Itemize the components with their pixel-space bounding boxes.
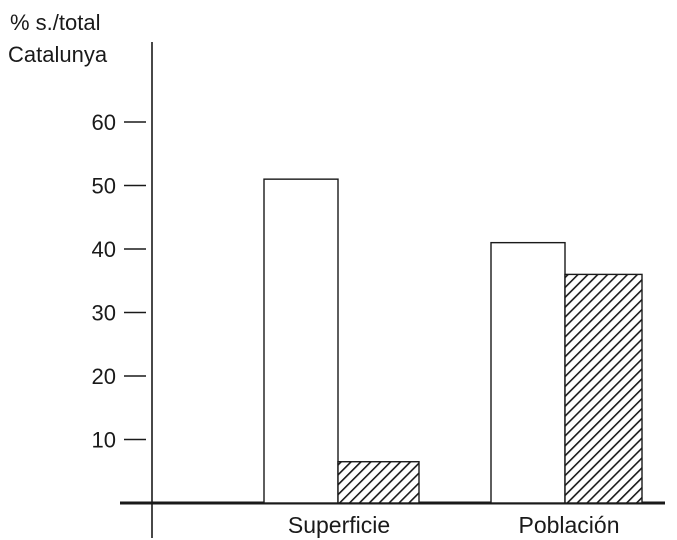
category-labels: Superficie Población	[288, 512, 620, 538]
bar-poblacin-series-2	[564, 273, 643, 504]
category-label-poblacin: Población	[518, 512, 619, 538]
y-tick-label-50: 50	[92, 174, 116, 199]
y-axis-label-line-1: % s./total	[10, 10, 100, 35]
category-label-superficie: Superficie	[288, 512, 390, 538]
bars	[263, 178, 643, 504]
y-ticks: 10 20 30 40 50 60	[92, 110, 146, 453]
bar-poblacin-series-1	[490, 241, 566, 504]
y-tick-label-40: 40	[92, 237, 116, 262]
y-tick-label-20: 20	[92, 364, 116, 389]
bar-superficie-series-1	[263, 178, 339, 504]
bar-superficie-series-2	[337, 461, 420, 504]
y-tick-label-10: 10	[92, 428, 116, 453]
y-tick-label-60: 60	[92, 110, 116, 135]
y-axis-label-line-2: Catalunya	[8, 42, 108, 67]
y-tick-label-30: 30	[92, 301, 116, 326]
